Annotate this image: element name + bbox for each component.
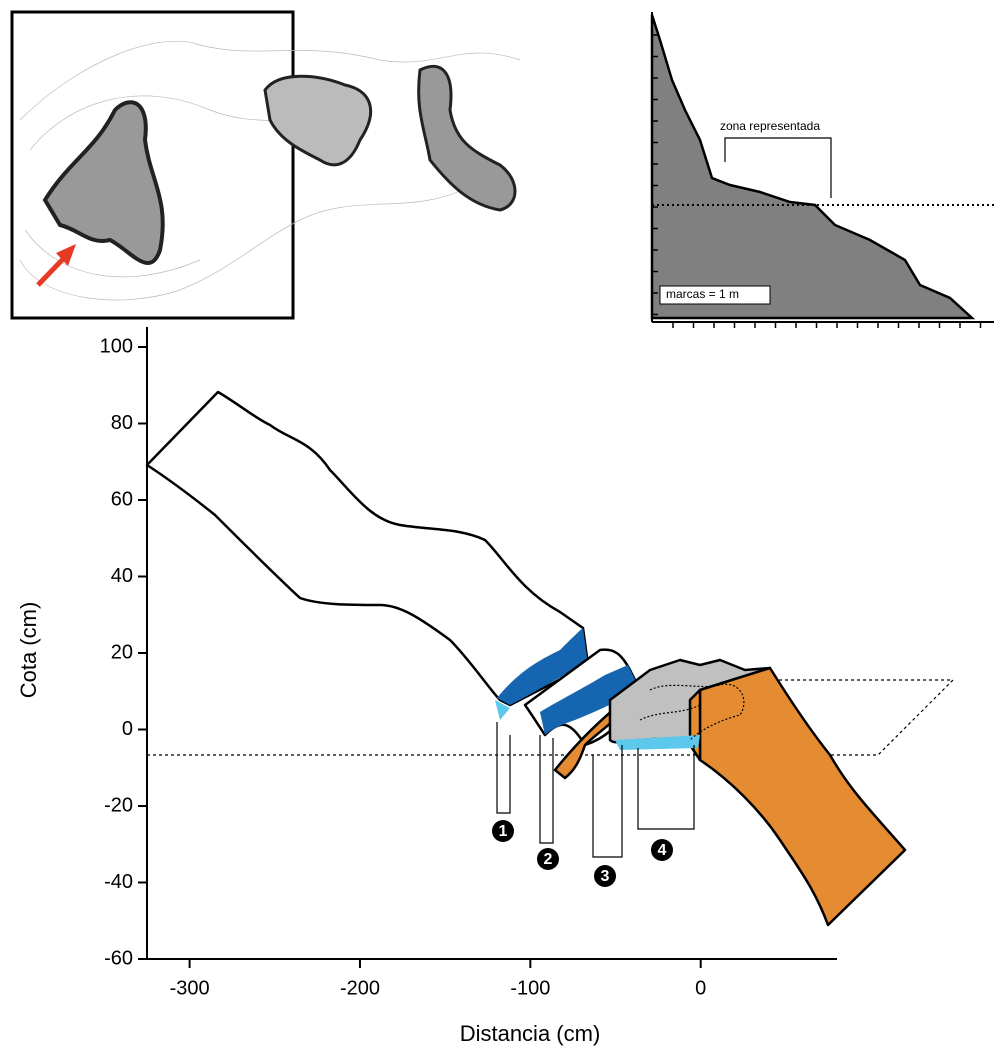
- inset-label: zona representada: [720, 119, 820, 133]
- profile-drawing: [145, 390, 954, 927]
- map-inset: [10, 10, 521, 320]
- y-tick-label: 100: [100, 335, 133, 357]
- y-tick-label: 40: [111, 565, 133, 587]
- marker-circle: [492, 820, 514, 842]
- y-tick-label: 20: [111, 641, 133, 663]
- marker-circle: [537, 848, 559, 870]
- y-tick-label: 80: [111, 412, 133, 434]
- y-tick-label: 60: [111, 488, 133, 510]
- brackets: [496, 722, 695, 858]
- x-tick-label: -200: [340, 977, 380, 999]
- marker-label: 4: [658, 842, 667, 859]
- y-tick-label: 0: [122, 718, 133, 740]
- x-axis-label: Distancia (cm): [460, 1021, 601, 1046]
- marker-circle: [651, 839, 673, 861]
- y-tick-label: -40: [104, 871, 133, 893]
- x-tick-label: -100: [510, 977, 550, 999]
- y-tick-label: -20: [104, 794, 133, 816]
- scale-note: marcas = 1 m: [666, 287, 739, 301]
- x-tick-label: 0: [695, 977, 706, 999]
- marker-label: 2: [544, 851, 553, 868]
- marker-circle: [594, 865, 616, 887]
- marker-label: 3: [601, 868, 610, 885]
- x-tick-label: -300: [170, 977, 210, 999]
- y-axis-label: Cota (cm): [16, 602, 41, 699]
- y-tick-label: -60: [104, 947, 133, 969]
- profile-inset: [650, 12, 994, 328]
- marker-label: 1: [499, 823, 508, 840]
